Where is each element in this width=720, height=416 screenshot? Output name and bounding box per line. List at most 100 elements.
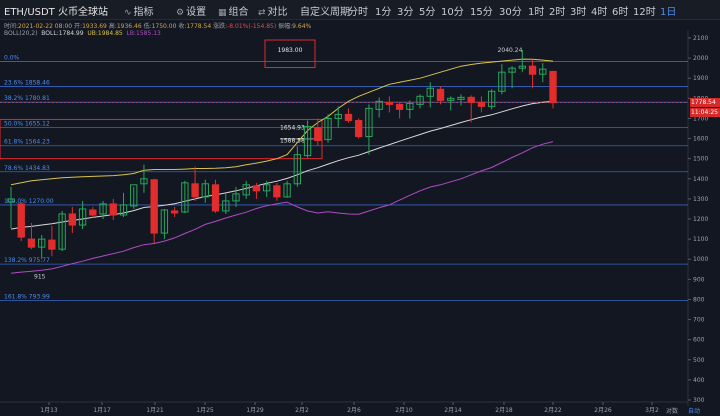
log-scale-toggle[interactable]: 对数 — [666, 408, 679, 415]
peak-price-label: 2040.24 — [498, 47, 523, 54]
candle-body[interactable] — [334, 113, 342, 119]
candle-body[interactable] — [416, 95, 424, 105]
candle-body[interactable] — [508, 67, 516, 73]
y-tick-label: 1000 — [693, 256, 708, 263]
fib-level-label: 78.6% 1434.83 — [4, 165, 50, 172]
candle-body[interactable] — [99, 203, 107, 215]
candle-body[interactable] — [201, 183, 209, 198]
y-tick-label: 1900 — [693, 75, 708, 82]
candle-body[interactable] — [303, 125, 312, 157]
timeframe-11[interactable]: 12时 — [633, 7, 656, 18]
candle-body[interactable] — [375, 100, 383, 110]
candle-body[interactable] — [150, 179, 158, 234]
toolbar-button-3[interactable]: ⇄ 对比 — [258, 3, 288, 18]
timeframe-2[interactable]: 5分 — [419, 7, 436, 18]
candle-body[interactable] — [293, 154, 302, 185]
candle-body[interactable] — [498, 71, 506, 92]
candle-body[interactable] — [58, 213, 66, 250]
candle-body[interactable] — [38, 238, 46, 248]
open-label: 开: — [74, 23, 83, 30]
candle-body[interactable] — [68, 213, 77, 226]
candle-body[interactable] — [549, 70, 557, 104]
candle-body[interactable] — [539, 68, 547, 75]
candle-body[interactable] — [222, 200, 230, 212]
candle-body[interactable] — [119, 204, 128, 216]
candle-body[interactable] — [467, 96, 475, 103]
annotation-level-1: 1654.93 — [280, 124, 305, 131]
boll-legend: BOLL(20,2) BOLL:1784.99 UB:1984.85 LB:15… — [4, 30, 161, 37]
timeframe-0[interactable]: 1分 — [375, 7, 392, 18]
candle-body[interactable] — [355, 119, 363, 138]
y-tick-label: 300 — [693, 397, 705, 404]
boll-name: BOLL(20,2) — [4, 30, 38, 37]
y-tick-label: 600 — [693, 337, 705, 344]
candle-body[interactable] — [477, 101, 486, 107]
countdown-tag: 11:04:25 — [690, 107, 720, 117]
toolbar-button-5[interactable]: 分时 — [348, 3, 368, 18]
candle-body[interactable] — [457, 96, 465, 100]
change-value: -8.01%(-154.85) — [227, 23, 277, 30]
toolbar-button-2[interactable]: ▦ 组合 — [218, 3, 249, 18]
candle-body[interactable] — [426, 87, 434, 97]
candle-body[interactable] — [344, 113, 353, 121]
candle-body[interactable] — [395, 103, 404, 110]
x-tick-label: 1月21 — [146, 407, 164, 414]
candle-body[interactable] — [211, 184, 220, 212]
toolbar-button-0[interactable]: ∿ 指标 — [124, 3, 154, 18]
candle-body[interactable] — [406, 102, 414, 110]
symbol-title[interactable]: ETH/USDT 火币全球站 — [4, 7, 108, 18]
timeframe-6[interactable]: 1时 — [528, 7, 545, 18]
candle-body[interactable] — [17, 203, 25, 238]
candle-body[interactable] — [283, 183, 291, 198]
ohlc-info: 时间:2021-02-22 08:00 开:1933.69 高:1936.46 … — [4, 21, 311, 30]
x-tick-label: 1月29 — [246, 407, 264, 414]
candle-body[interactable] — [160, 209, 169, 234]
candle-body[interactable] — [447, 97, 455, 101]
candle-body[interactable] — [273, 185, 281, 198]
candle-body[interactable] — [27, 238, 36, 248]
candle-body[interactable] — [528, 65, 537, 75]
toolbar-button-label: 自定义周期 — [300, 7, 350, 18]
timeframe-9[interactable]: 4时 — [591, 7, 608, 18]
candle-body[interactable] — [7, 198, 15, 203]
timeframe-12[interactable]: 1日 — [660, 7, 677, 18]
candle-body[interactable] — [242, 184, 250, 196]
boll-mid-value: BOLL:1784.99 — [41, 30, 84, 37]
y-tick-label: 1700 — [693, 115, 708, 122]
timeframe-10[interactable]: 6时 — [612, 7, 629, 18]
timeframe-3[interactable]: 10分 — [441, 7, 464, 18]
candle-body[interactable] — [252, 185, 261, 192]
candle-body[interactable] — [324, 117, 332, 141]
y-tick-label: 2100 — [693, 35, 708, 42]
timeframe-4[interactable]: 15分 — [470, 7, 493, 18]
last-price-tag: 1778.54 — [690, 97, 720, 107]
candle-body[interactable] — [78, 208, 87, 226]
candle-body[interactable] — [314, 126, 322, 142]
x-tick-label: 2月14 — [444, 407, 462, 414]
timeframe-8[interactable]: 3时 — [570, 7, 587, 18]
candle-body[interactable] — [48, 239, 56, 250]
fib-level-label: 50.0% 1655.12 — [4, 120, 50, 127]
auto-scale-toggle[interactable]: 自动 — [688, 408, 701, 415]
candle-body[interactable] — [365, 107, 373, 138]
candle-body[interactable] — [181, 182, 189, 213]
candle-body[interactable] — [436, 88, 445, 101]
candle-body[interactable] — [140, 178, 148, 185]
toolbar-button-1[interactable]: ⚙ 设置 — [176, 3, 206, 18]
y-tick-label: 800 — [693, 296, 705, 303]
close-label: 收: — [178, 23, 187, 30]
toolbar-button-4[interactable]: 自定义周期 — [300, 3, 350, 18]
candle-body[interactable] — [170, 210, 179, 214]
candle-body[interactable] — [232, 193, 240, 202]
candle-body[interactable] — [191, 183, 199, 198]
candle-body[interactable] — [518, 65, 526, 69]
timeframe-5[interactable]: 30分 — [499, 7, 522, 18]
timeframe-1[interactable]: 3分 — [397, 7, 414, 18]
candle-body[interactable] — [262, 184, 271, 192]
candle-body[interactable] — [89, 209, 97, 216]
candle-body[interactable] — [130, 184, 138, 207]
candle-body[interactable] — [487, 90, 496, 107]
candle-body[interactable] — [109, 203, 117, 216]
timeframe-7[interactable]: 2时 — [549, 7, 566, 18]
